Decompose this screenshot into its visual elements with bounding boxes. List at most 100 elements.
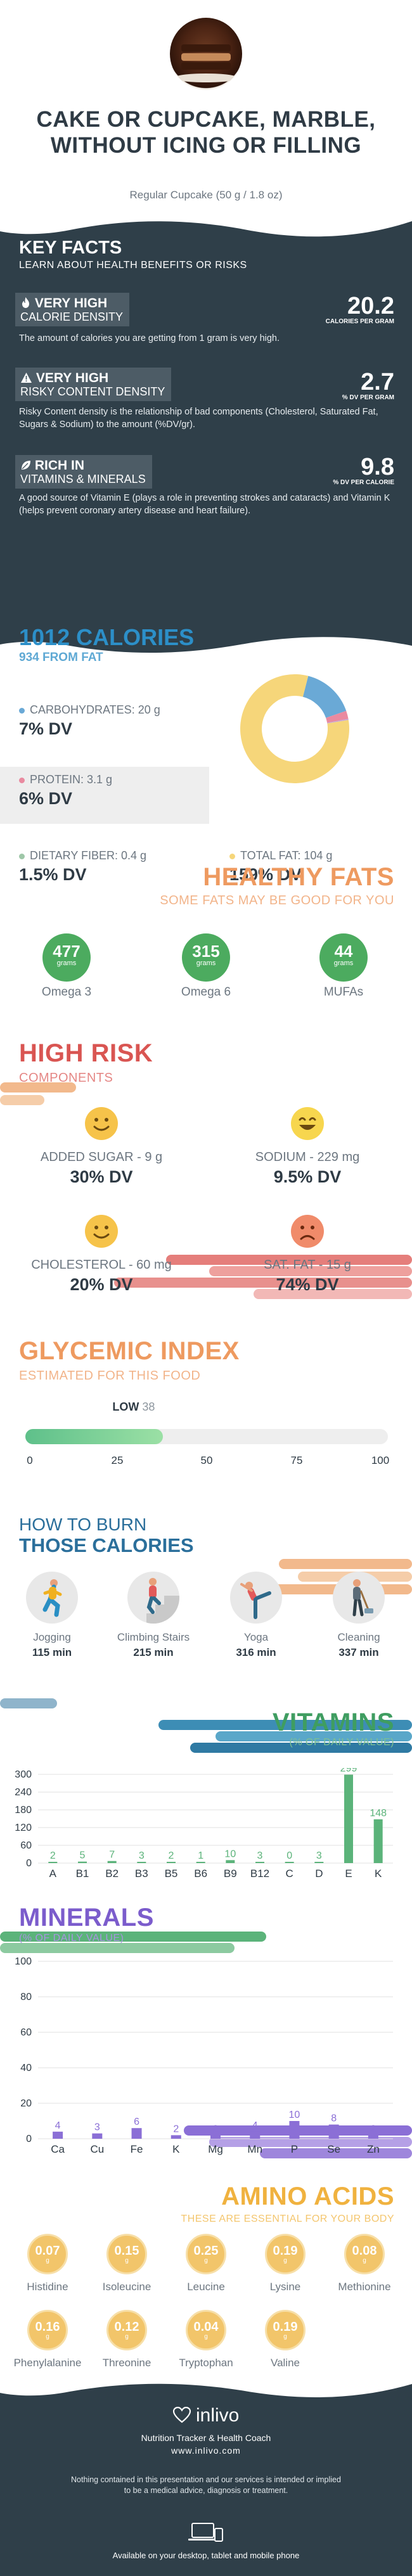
vitamins-chart: 0 60 120 180 240 300 2 A 5 B1 7 B2 3 B3 2 B5 1 B6 10 B9 3 B12…: [15, 1768, 393, 1880]
y-tick-label: 120: [15, 1823, 32, 1833]
flame-icon: [20, 296, 35, 311]
x-tick-label: K: [375, 1868, 382, 1880]
healthy-fats-title: HEALTHY FATS: [203, 863, 394, 891]
x-tick-label: Ca: [51, 2143, 65, 2155]
amino-phenylalanine: 0.16 g Phenylalanine: [13, 2310, 82, 2369]
bar-K: [373, 1819, 383, 1863]
devices-icon: [0, 2522, 412, 2547]
minerals-title: MINERALS: [19, 1904, 154, 1932]
x-tick-label: Zn: [367, 2143, 380, 2155]
bar-value-label: 7: [109, 1850, 115, 1861]
sad-face-icon: [291, 1215, 324, 1248]
header: CAKE OR CUPCAKE, MARBLE, WITHOUT ICING O…: [0, 0, 412, 209]
key-facts-title: KEY FACTS: [19, 238, 122, 258]
very-happy-face-icon: [291, 1107, 324, 1140]
omega6-label: Omega 6: [181, 985, 231, 999]
amino-subtitle: THESE ARE ESSENTIAL FOR YOUR BODY: [181, 2214, 394, 2224]
risk-cholesterol: CHOLESTEROL - 60 mg 20% DV: [6, 1214, 196, 1295]
glycemic-title: GLYCEMIC INDEX: [19, 1337, 240, 1365]
bar-Mn: [250, 2131, 261, 2139]
vitamin-density-value: 9.8: [361, 454, 394, 480]
risk-sat-fat: SAT. FAT - 15 g 74% DV: [212, 1214, 402, 1295]
bar-D: [314, 1862, 324, 1863]
bar-B2: [107, 1861, 117, 1863]
x-tick-label: Se: [327, 2143, 340, 2155]
bar-C: [285, 1862, 294, 1863]
amino-title: AMINO ACIDS: [221, 2182, 394, 2210]
bar-value-label: 2: [173, 2124, 179, 2134]
fact-label: VERY HIGH CALORIE DENSITY: [15, 293, 130, 326]
bar-P: [289, 2121, 300, 2139]
bar-value-label: 299: [340, 1768, 357, 1774]
fact-label: RICH IN VITAMINS & MINERALS: [15, 455, 152, 489]
glycemic-subtitle: ESTIMATED FOR THIS FOOD: [19, 1369, 201, 1383]
bar-value-label: 10: [224, 1849, 236, 1859]
fact-description: The amount of calories you are getting f…: [19, 333, 280, 343]
y-tick-label: 20: [20, 2098, 32, 2109]
vitamins-title: VITAMINS: [272, 1708, 394, 1736]
bar-value-label: 3: [94, 2122, 100, 2133]
y-tick-label: 100: [15, 1956, 32, 1967]
legend-dot: [229, 853, 235, 859]
bar-value-label: 10: [289, 2110, 300, 2120]
burn-title: HOW TO BURN: [19, 1515, 147, 1534]
x-tick-label: B6: [194, 1868, 207, 1880]
bar-B5: [167, 1862, 176, 1863]
risk-sodium: SODIUM - 229 mg 9.5% DV: [212, 1106, 402, 1187]
bar-B9: [226, 1860, 235, 1863]
x-tick-label: E: [345, 1868, 352, 1880]
yoga-icon: [230, 1572, 282, 1624]
gi-tick: 75: [290, 1454, 303, 1466]
food-title: CAKE OR CUPCAKE, MARBLE, WITHOUT ICING O…: [36, 107, 376, 158]
bar-value-label: 6: [134, 2117, 139, 2127]
x-tick-label: B1: [76, 1868, 89, 1880]
bar-value-label: 3: [316, 1850, 322, 1861]
x-tick-label: B12: [250, 1868, 269, 1880]
bar-value-label: 2: [213, 2124, 219, 2134]
burn-yoga: Yoga 316 min: [212, 1572, 300, 1659]
jogging-icon: [26, 1572, 78, 1624]
risk-added-sugar: ADDED SUGAR - 9 g 30% DV: [6, 1106, 196, 1187]
bar-A: [48, 1862, 58, 1863]
bar-Ca: [53, 2131, 63, 2139]
amino-valine: 0.19 g Valine: [250, 2310, 320, 2369]
bar-value-label: 0: [286, 1850, 292, 1861]
cleaning-icon: [333, 1572, 385, 1624]
x-tick-label: P: [291, 2143, 298, 2155]
bar-B12: [255, 1862, 264, 1863]
x-tick-label: D: [315, 1868, 323, 1880]
brand-logo[interactable]: inlivo: [0, 2405, 412, 2426]
x-tick-label: K: [172, 2143, 180, 2155]
key-facts-section: [0, 215, 412, 660]
y-tick-label: 180: [15, 1805, 32, 1816]
bar-B1: [78, 1861, 87, 1863]
bar-value-label: 3: [257, 1850, 263, 1861]
bar-value-label: 2: [370, 2124, 376, 2134]
legend-dot: [19, 707, 25, 714]
fact-label: VERY HIGH RISKY CONTENT DENSITY: [15, 368, 172, 401]
vitamins-subtitle: (% OF DAILY VALUE): [289, 1737, 394, 1748]
donut-slice-fiber: [327, 719, 349, 724]
healthy-fats-subtitle: SOME FATS MAY BE GOOD FOR YOU: [160, 894, 394, 907]
bar-value-label: 1: [198, 1850, 203, 1861]
bar-Fe: [131, 2128, 142, 2139]
donut-slice-protein: [326, 710, 349, 723]
happy-face-icon: [85, 1107, 118, 1140]
brand-url[interactable]: www.inlivo.com: [171, 2445, 241, 2456]
bar-value-label: 5: [80, 1850, 86, 1861]
happy-face-icon: [85, 1215, 118, 1248]
bar-B3: [137, 1862, 146, 1863]
calories-title: 1012 CALORIES: [19, 624, 195, 650]
wave-divider-bottom: [0, 637, 412, 660]
x-tick-label: B9: [224, 1868, 237, 1880]
bar-B6: [196, 1862, 205, 1863]
x-tick-label: C: [286, 1868, 293, 1880]
bar-Mg: [210, 2135, 221, 2139]
bar-Zn: [368, 2135, 378, 2139]
risky-density-value: 2.7: [361, 369, 394, 395]
mufas-label: MUFAs: [323, 985, 364, 999]
y-tick-label: 300: [15, 1769, 32, 1780]
key-facts-subtitle: LEARN ABOUT HEALTH BENEFITS OR RISKS: [19, 260, 247, 271]
burn-jogging: Jogging 115 min: [8, 1572, 96, 1659]
